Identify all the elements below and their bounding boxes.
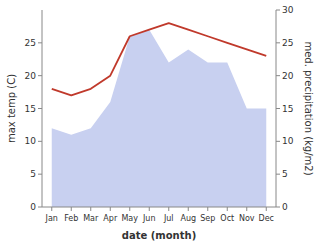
y2-axis-label: med. precipitation (kg/m2) (303, 41, 314, 175)
x-tick-label: Jan (45, 214, 58, 223)
y2-tick (276, 10, 280, 11)
y-tick-label: 10 (25, 136, 37, 146)
x-tick (227, 207, 228, 211)
y-tick (38, 174, 42, 175)
y2-tick (276, 42, 280, 43)
x-tick-label: Aug (180, 214, 196, 223)
y-tick-label: 20 (25, 71, 37, 81)
y-tick-label: 25 (25, 38, 36, 48)
y-tick-label: 5 (30, 169, 36, 179)
x-tick (51, 207, 52, 211)
x-tick (71, 207, 72, 211)
y2-tick (276, 174, 280, 175)
x-tick-label: Mar (83, 214, 99, 223)
x-tick-label: May (121, 214, 138, 223)
y2-tick (276, 75, 280, 76)
y2-tick (276, 108, 280, 109)
y-tick (38, 108, 42, 109)
y2-tick-label: 5 (282, 169, 288, 179)
y-tick-label: 0 (30, 202, 36, 212)
x-tick-label: Sep (200, 214, 215, 223)
y2-tick (276, 207, 280, 208)
y2-tick-label: 30 (282, 5, 294, 15)
x-tick (246, 207, 247, 211)
y2-tick-label: 0 (282, 202, 288, 212)
x-tick-label: Feb (64, 214, 78, 223)
x-tick-label: Jul (163, 214, 174, 223)
plot-area (52, 23, 267, 207)
y-tick (38, 42, 42, 43)
x-tick-label: Dec (259, 214, 274, 223)
chart: 0 5 10 15 20 25 0 5 10 15 20 25 30 Jan Feb Mar AprMay Jun… (0, 0, 318, 247)
x-tick-label: Jun (142, 214, 156, 223)
x-tick (110, 207, 111, 211)
y2-tick-label: 20 (282, 71, 294, 81)
y2-tick-label: 10 (282, 136, 294, 146)
x-tick (188, 207, 189, 211)
x-tick-label: Apr (103, 214, 118, 223)
x-tick (207, 207, 208, 211)
x-tick (129, 207, 130, 211)
x-tick-label: Nov (239, 214, 255, 223)
y-tick (38, 141, 42, 142)
precip-line (52, 23, 267, 95)
temp-area (52, 30, 267, 207)
x-tick (168, 207, 169, 211)
y2-tick (276, 141, 280, 142)
y-axis-label: max temp (C) (6, 74, 17, 143)
x-tick-label: Oct (220, 214, 234, 223)
x-tick (149, 207, 150, 211)
x-axis-line (42, 207, 276, 208)
y-tick (38, 207, 42, 208)
y2-tick-label: 25 (282, 38, 293, 48)
x-tick (90, 207, 91, 211)
y-tick (38, 75, 42, 76)
y2-tick-label: 15 (282, 104, 293, 114)
y-tick-label: 15 (25, 104, 36, 114)
x-tick (266, 207, 267, 211)
x-axis-label: date (month) (122, 230, 196, 241)
